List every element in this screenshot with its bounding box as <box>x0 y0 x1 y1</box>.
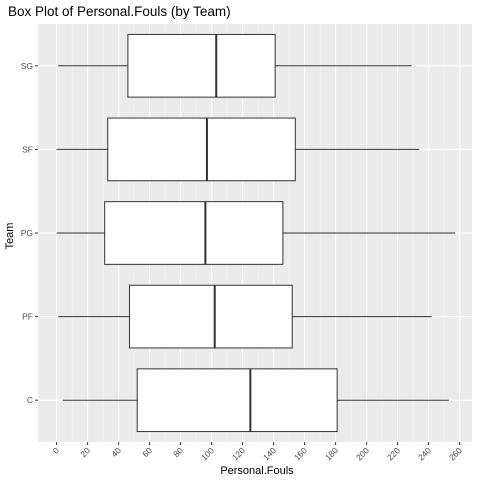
box-c <box>136 368 338 433</box>
x-tick-label: 80 <box>171 445 185 459</box>
y-tick-label: PG <box>21 228 33 238</box>
box-pf <box>128 284 293 349</box>
y-axis-title: Team <box>4 223 16 250</box>
x-tick-label: 240 <box>416 445 433 462</box>
x-tick-label: 200 <box>354 445 371 462</box>
y-tick-label: PF <box>22 312 33 322</box>
x-tick-label: 140 <box>261 445 278 462</box>
x-tick-label: 100 <box>199 445 216 462</box>
x-tick-label: 160 <box>292 445 309 462</box>
chart-title: Box Plot of Personal.Fouls (by Team) <box>8 4 231 19</box>
x-tick-label: 120 <box>230 445 247 462</box>
y-tick-label: SF <box>22 144 33 154</box>
box-sf <box>107 117 296 182</box>
plot-area: C PF PG SF SG 0 20 40 60 80 100 120 140 160 180 200 220 2… <box>21 24 472 462</box>
x-tick-label: 180 <box>323 445 340 462</box>
x-tick-label: 220 <box>385 445 402 462</box>
box-pg <box>104 201 284 265</box>
x-axis-title: Personal.Fouls <box>220 465 294 477</box>
y-tick-label: SG <box>21 61 33 71</box>
x-tick-label: 40 <box>109 445 123 459</box>
box-sg <box>127 33 276 98</box>
y-tick-label: C <box>27 395 33 405</box>
x-tick-label: 0 <box>51 445 62 456</box>
x-tick-label: 260 <box>447 445 464 462</box>
x-tick-label: 60 <box>140 445 154 459</box>
x-tick-label: 20 <box>78 445 92 459</box>
